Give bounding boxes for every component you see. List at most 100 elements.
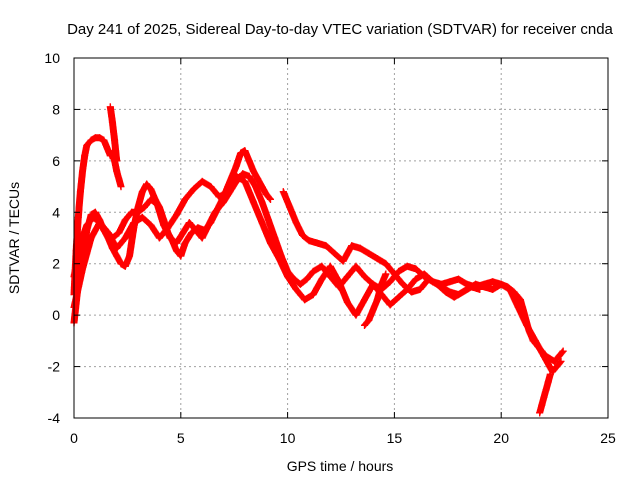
data-point (79, 265, 87, 273)
data-point (164, 224, 172, 232)
data-point (264, 216, 272, 224)
data-point (117, 183, 125, 191)
data-point (356, 244, 364, 252)
data-point (181, 239, 189, 247)
x-tick-label: 25 (600, 430, 616, 446)
data-point (79, 167, 87, 175)
data-point (433, 280, 441, 288)
data-point (121, 262, 129, 270)
data-point (335, 278, 343, 286)
data-point (386, 301, 394, 309)
data-point (83, 221, 91, 229)
data-point (74, 213, 82, 221)
y-tick-label: -4 (48, 410, 61, 426)
y-axis-label: SDTVAR / TECUs (6, 182, 22, 294)
data-point (382, 260, 390, 268)
data-point (91, 208, 99, 216)
data-point (147, 185, 155, 193)
plot-frame (73, 57, 609, 419)
data-point (181, 195, 189, 203)
data-point (542, 386, 550, 394)
y-tick-label: -2 (48, 359, 61, 375)
data-point (262, 190, 270, 198)
data-point (318, 275, 326, 283)
data-point (100, 136, 108, 144)
data-point (81, 152, 89, 160)
data-point (386, 278, 394, 286)
data-point (215, 193, 223, 201)
data-point (373, 296, 381, 304)
data-point (245, 172, 253, 180)
y-tick-label: 0 (52, 307, 60, 323)
data-point (303, 275, 311, 283)
data-point (382, 270, 390, 278)
data-point (279, 188, 287, 196)
data-point (489, 278, 497, 286)
data-point (173, 211, 181, 219)
data-point (365, 249, 373, 257)
data-point (559, 347, 567, 355)
chart-title: Day 241 of 2025, Sidereal Day-to-day VTE… (67, 21, 613, 38)
y-tick-label: 2 (52, 256, 60, 272)
data-point (360, 273, 368, 281)
data-point (480, 283, 488, 291)
data-point (192, 226, 200, 234)
data-point (185, 219, 193, 227)
data-point (352, 262, 360, 270)
data-point (540, 393, 548, 401)
data-point (454, 275, 462, 283)
data-point (403, 262, 411, 270)
data-point (245, 157, 253, 165)
data-point (220, 198, 228, 206)
data-point (106, 103, 114, 111)
data-point (239, 170, 247, 178)
data-point (284, 273, 292, 281)
data-point (395, 293, 403, 301)
data-point (87, 136, 95, 144)
data-point (134, 208, 142, 216)
data-point (113, 244, 121, 252)
data-point (546, 370, 554, 378)
data-point (130, 219, 138, 227)
data-point (76, 239, 84, 247)
data-point (76, 188, 84, 196)
data-point (420, 270, 428, 278)
series-track-f (279, 188, 484, 301)
x-tick-label: 5 (177, 430, 185, 446)
data-point (442, 288, 450, 296)
data-point (322, 242, 330, 250)
data-point (258, 219, 266, 227)
data-point (143, 180, 151, 188)
data-point (241, 177, 249, 185)
data-point (115, 229, 123, 237)
x-tick-label: 10 (280, 430, 296, 446)
data-point (267, 239, 275, 247)
data-point (121, 234, 129, 242)
data-point (249, 167, 257, 175)
data-point (237, 149, 245, 157)
data-point (113, 167, 121, 175)
data-point (551, 357, 559, 365)
data-point (369, 306, 377, 314)
data-point (113, 252, 121, 260)
data-point (179, 229, 187, 237)
data-point (369, 280, 377, 288)
data-point (121, 216, 129, 224)
data-point (286, 203, 294, 211)
data-point (476, 285, 484, 293)
data-point (365, 316, 373, 324)
data-point (292, 219, 300, 227)
data-point (538, 401, 546, 409)
data-point (352, 311, 360, 319)
y-tick-label: 6 (52, 153, 60, 169)
data-point (301, 296, 309, 304)
data-point (544, 378, 552, 386)
series-track-b (106, 103, 121, 165)
data-point (198, 234, 206, 242)
data-point (292, 285, 300, 293)
grid (74, 58, 608, 418)
data-point (412, 265, 420, 273)
data-point (450, 293, 458, 301)
data-point (207, 183, 215, 191)
data-point (87, 234, 95, 242)
